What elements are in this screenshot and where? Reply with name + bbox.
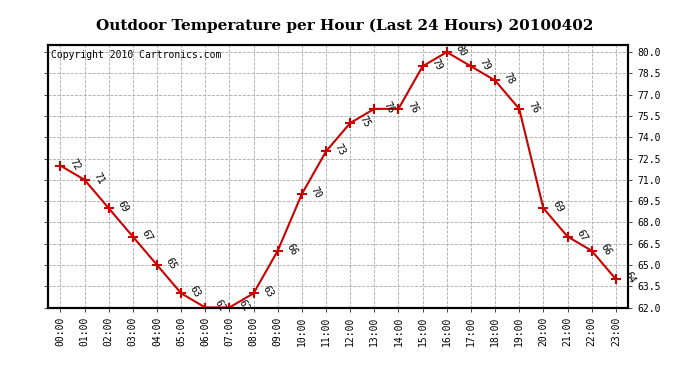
Text: 80: 80	[454, 43, 469, 58]
Text: 64: 64	[623, 270, 638, 285]
Text: 66: 66	[285, 242, 299, 257]
Text: 79: 79	[430, 57, 444, 72]
Text: 73: 73	[333, 142, 348, 158]
Text: 76: 76	[526, 100, 541, 115]
Text: 62: 62	[237, 298, 251, 314]
Text: 72: 72	[68, 157, 82, 172]
Text: Copyright 2010 Cartronics.com: Copyright 2010 Cartronics.com	[51, 50, 221, 60]
Text: Outdoor Temperature per Hour (Last 24 Hours) 20100402: Outdoor Temperature per Hour (Last 24 Ho…	[97, 19, 593, 33]
Text: 66: 66	[599, 242, 613, 257]
Text: 79: 79	[478, 57, 493, 72]
Text: 62: 62	[213, 298, 227, 314]
Text: 76: 76	[406, 100, 420, 115]
Text: 67: 67	[575, 228, 589, 243]
Text: 63: 63	[188, 284, 203, 300]
Text: 63: 63	[261, 284, 275, 300]
Text: 76: 76	[382, 100, 396, 115]
Text: 65: 65	[164, 256, 179, 271]
Text: 69: 69	[116, 199, 130, 214]
Text: 67: 67	[140, 228, 155, 243]
Text: 78: 78	[502, 72, 517, 87]
Text: 75: 75	[357, 114, 372, 129]
Text: 71: 71	[92, 171, 106, 186]
Text: 69: 69	[551, 199, 565, 214]
Text: 70: 70	[309, 185, 324, 200]
